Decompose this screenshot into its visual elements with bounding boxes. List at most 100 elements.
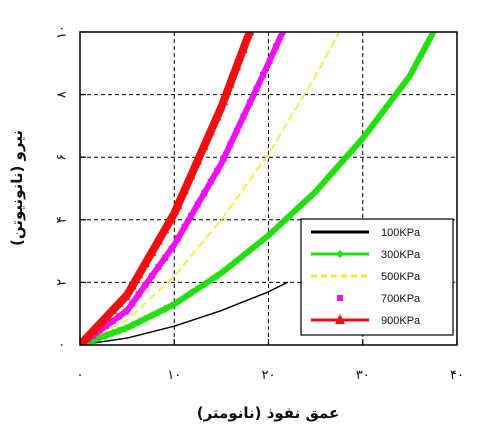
series-layer xyxy=(80,32,438,345)
data-point xyxy=(265,230,274,239)
data-point xyxy=(305,193,314,202)
data-point xyxy=(129,300,136,307)
data-point xyxy=(246,99,253,106)
data-point xyxy=(135,291,142,298)
data-point xyxy=(109,318,116,325)
y-tick-label: ۴ xyxy=(55,216,70,223)
data-point xyxy=(161,304,170,313)
tick-marks: ۰ ۱۰ ۲۰ ۳۰ ۴۰ ۰ ۲ ۴ ۶ ۸ ۱۰ xyxy=(55,25,464,383)
data-point xyxy=(168,245,175,252)
x-tick-label: ۰ xyxy=(77,368,84,383)
data-point xyxy=(180,293,189,302)
data-point xyxy=(298,199,307,208)
legend: 100KPa 300KPa 500KPa 700KPa 900KPa xyxy=(300,218,454,336)
y-axis-label: نیرو (نانونیوتن) xyxy=(8,130,26,246)
data-point xyxy=(192,156,202,165)
data-point xyxy=(88,326,98,335)
data-point xyxy=(416,52,425,61)
data-point xyxy=(179,185,189,195)
data-point xyxy=(207,178,214,185)
data-point xyxy=(212,111,222,121)
data-point xyxy=(350,143,359,152)
data-point xyxy=(266,57,273,64)
data-point xyxy=(344,150,353,159)
data-point xyxy=(200,280,209,289)
data-point xyxy=(240,113,247,120)
legend-label-500KPa: 500KPa xyxy=(381,271,421,283)
data-point xyxy=(121,291,131,300)
data-point xyxy=(214,167,221,174)
data-point xyxy=(148,273,155,280)
data-point xyxy=(186,170,196,180)
data-point xyxy=(390,92,399,101)
series-300KPa xyxy=(80,32,438,345)
x-tick-label: ۲۰ xyxy=(262,368,276,383)
data-point xyxy=(102,331,111,340)
data-point xyxy=(225,79,235,88)
data-point xyxy=(232,61,242,71)
data-point xyxy=(233,127,240,134)
data-point xyxy=(253,85,260,92)
data-point xyxy=(206,126,215,136)
data-point xyxy=(122,308,129,315)
data-point xyxy=(167,301,176,310)
data-point xyxy=(278,218,287,227)
data-point xyxy=(246,246,255,255)
data-point xyxy=(153,236,163,245)
data-point xyxy=(103,322,110,329)
data-point xyxy=(175,235,182,242)
data-point xyxy=(272,224,281,233)
data-point xyxy=(239,251,248,260)
data-point xyxy=(173,200,183,209)
data-point xyxy=(188,212,195,219)
data-point xyxy=(206,275,215,284)
y-tick-label: ۰ xyxy=(55,342,70,349)
x-tick-label: ۱۰ xyxy=(167,368,181,383)
data-point xyxy=(194,201,201,208)
data-point xyxy=(273,43,280,50)
data-point xyxy=(429,32,438,36)
data-point xyxy=(279,32,286,35)
data-point xyxy=(337,158,346,167)
x-tick-label: ۴۰ xyxy=(450,368,464,383)
data-point xyxy=(96,327,103,334)
data-point xyxy=(140,258,150,268)
data-point xyxy=(252,240,261,249)
series-line xyxy=(80,32,254,345)
data-point xyxy=(134,317,143,326)
data-point xyxy=(141,314,150,323)
data-point xyxy=(127,281,137,290)
data-point xyxy=(245,32,255,36)
data-point xyxy=(101,312,111,321)
y-tick-label: ۸ xyxy=(55,91,70,98)
data-point xyxy=(108,305,118,314)
legend-marker-900KPa xyxy=(335,314,345,324)
series-line xyxy=(80,32,340,345)
data-point xyxy=(82,333,92,342)
data-point xyxy=(115,326,124,335)
data-point xyxy=(363,127,372,136)
data-point xyxy=(147,247,157,256)
y-tick-label: ۶ xyxy=(55,154,70,161)
y-tick-label: ۱۰ xyxy=(55,25,70,39)
data-point xyxy=(318,180,327,189)
data-point xyxy=(134,269,144,279)
data-point xyxy=(403,75,412,84)
y-tick-label: ۲ xyxy=(55,279,70,286)
series-100KPa xyxy=(80,281,289,345)
data-point xyxy=(238,44,248,53)
legend-marker-700KPa xyxy=(337,295,343,301)
data-point xyxy=(161,254,168,261)
legend-label-300KPa: 300KPa xyxy=(381,249,421,261)
data-point xyxy=(383,101,392,110)
data-point xyxy=(166,213,176,223)
data-point xyxy=(174,297,183,306)
data-point xyxy=(226,261,235,270)
data-point xyxy=(199,141,209,150)
data-point xyxy=(331,165,340,174)
data-point xyxy=(377,110,386,119)
series-line xyxy=(80,281,289,345)
data-point xyxy=(285,211,294,220)
data-point xyxy=(219,266,228,275)
